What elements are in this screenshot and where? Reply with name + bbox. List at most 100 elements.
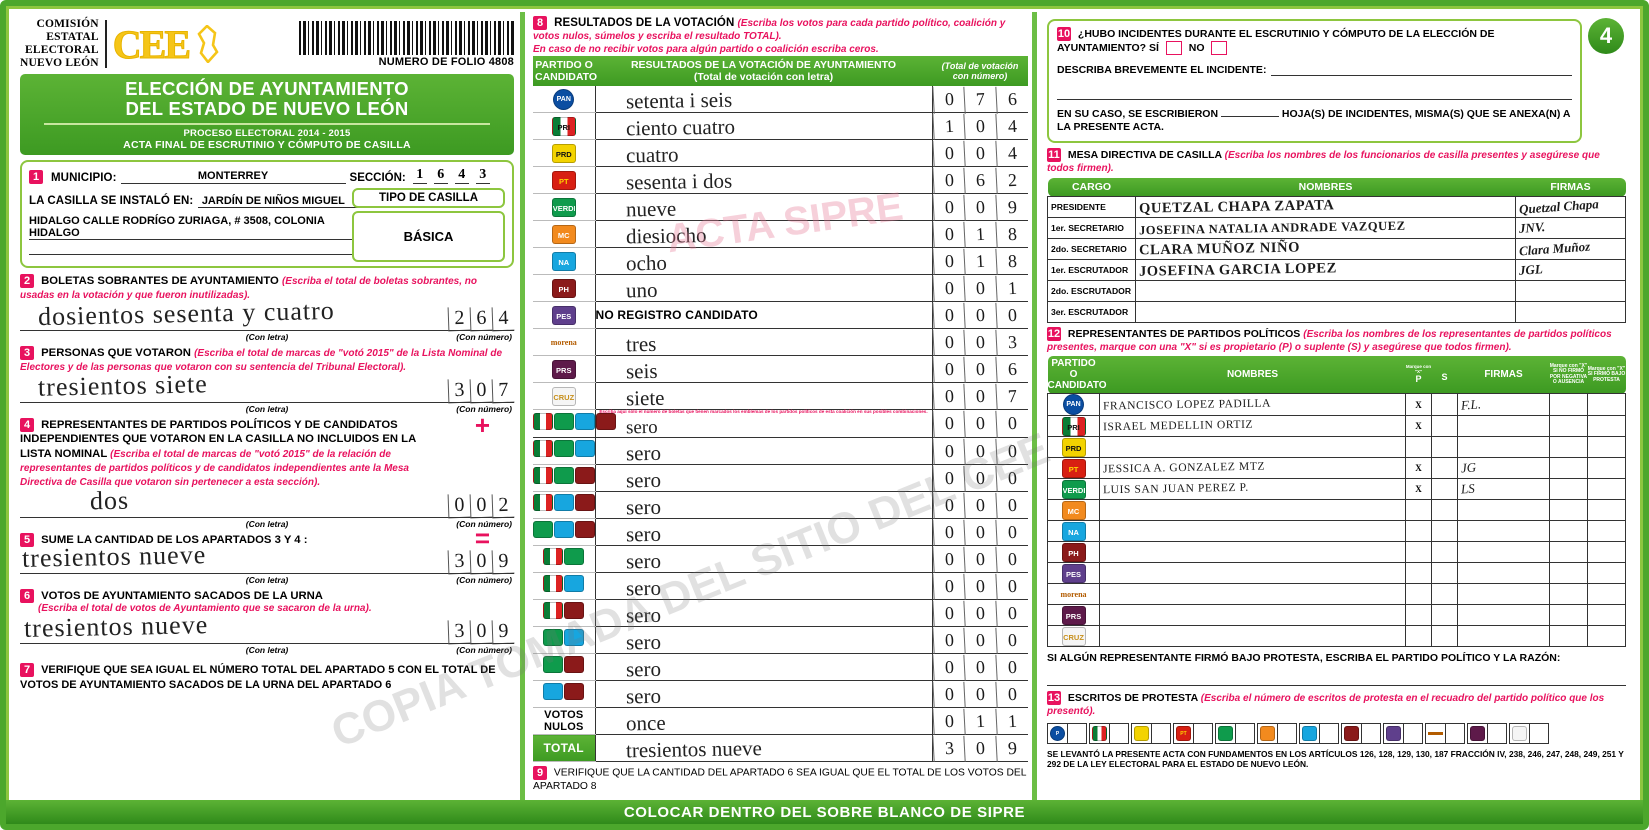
protest-count-input[interactable] [1109,724,1128,744]
bajo-protesta-cell[interactable] [1587,583,1626,606]
digit[interactable]: 0 [931,707,965,735]
table-row[interactable]: PRESIDENTE QUETZAL CHAPA ZAPATA Quetzal Ch… [1047,196,1626,219]
digit-cell[interactable]: 0 [469,549,493,575]
s-mark[interactable] [1431,541,1458,564]
digit[interactable]: 0 [931,193,965,222]
digit[interactable]: 9 [995,193,1029,222]
section-3-answer[interactable]: tresientos siete (Con letra) 3 0 7 (Con … [20,370,515,414]
nombre-cell[interactable] [1135,280,1516,303]
digit[interactable]: 0 [995,518,1029,546]
digit-cell[interactable]: 0 [469,378,493,404]
nombre-cell[interactable]: LUIS SAN JUAN PEREZ P. [1099,478,1406,501]
letters-cell[interactable]: sero [595,464,933,493]
digit[interactable]: 0 [963,382,997,411]
nombre-cell[interactable]: ISRAEL MEDELLIN ORTIZ [1099,415,1406,438]
digit-cell[interactable]: 0 [447,493,471,519]
digit[interactable]: 6 [995,355,1029,384]
bajo-protesta-cell[interactable] [1587,604,1626,627]
digit[interactable]: 0 [963,409,997,438]
hojas-count-input[interactable] [1220,116,1279,117]
municipio-value[interactable]: MONTERREY [120,170,346,184]
digit[interactable]: 0 [931,626,965,654]
digit[interactable]: 0 [963,680,997,708]
firma-cell[interactable]: JNV. [1515,217,1626,240]
letters-cell[interactable]: diesiocho [595,220,933,249]
table-row[interactable]: 2do. ESCRUTADOR [1047,280,1626,303]
digit[interactable]: 4 [995,139,1029,168]
digit-cell[interactable]: 3 [447,378,471,404]
firma-cell[interactable] [1457,499,1550,522]
digit[interactable]: 0 [931,653,965,681]
firma-cell[interactable]: LS [1457,478,1550,501]
digit[interactable]: 0 [963,139,997,168]
protest-box-pan[interactable]: P [1047,723,1087,745]
p-mark[interactable]: X [1405,478,1432,501]
section-4-digits[interactable]: 0 0 2 [447,493,515,519]
digit[interactable]: 0 [963,112,997,141]
table-row[interactable]: VERDE nueve 009 [533,193,1029,222]
digit[interactable]: 0 [931,545,965,573]
votes-letters[interactable]: tresientos nueve [625,735,762,762]
letters-cell[interactable]: sero [595,491,933,520]
no-firmo-cell[interactable] [1549,457,1588,480]
digit-cell[interactable]: 9 [491,619,515,645]
firma-cell[interactable] [1457,541,1550,564]
firma-cell[interactable] [1457,520,1550,543]
digit[interactable]: 0 [995,626,1029,654]
digit[interactable]: 0 [931,572,965,600]
table-row[interactable]: PRS [1047,604,1626,627]
digit[interactable]: 0 [963,518,997,546]
digit[interactable]: 0 [963,274,997,303]
digit-cell[interactable]: 0 [469,619,493,645]
no-firmo-cell[interactable] [1549,541,1588,564]
nombre-cell[interactable] [1099,583,1406,606]
votes-letters[interactable]: sero [625,548,661,573]
protest-count-input[interactable] [1445,724,1464,744]
nombre-value[interactable]: ISRAEL MEDELLIN ORTIZ [1102,418,1254,434]
table-row[interactable]: 1er. SECRETARIO JOSEFINA NATALIA ANDRADE … [1047,217,1626,240]
digit[interactable]: 0 [931,247,965,276]
firma-cell[interactable] [1457,604,1550,627]
digit[interactable]: 0 [931,491,965,519]
firma-cell[interactable] [1515,301,1626,324]
digit[interactable]: 0 [995,599,1029,627]
digit-cell[interactable]: 9 [491,549,515,575]
p-mark[interactable] [1405,583,1432,606]
table-row[interactable]: PRI ISRAEL MEDELLIN ORTIZ X [1047,415,1626,438]
nombre-value[interactable]: JOSEFINA GARCIA LOPEZ [1138,260,1338,280]
protest-count-input[interactable] [1151,724,1170,744]
digit[interactable]: 1 [963,707,997,735]
letters-cell[interactable]: tres [595,328,933,357]
no-firmo-cell[interactable] [1549,562,1588,585]
bajo-protesta-cell[interactable] [1587,457,1626,480]
votes-letters[interactable]: sero [625,467,661,492]
digit[interactable]: 9 [995,734,1029,762]
protest-count-input[interactable] [1487,724,1506,744]
section-5-letters[interactable]: tresientos nueve [21,540,207,573]
bajo-protesta-cell[interactable] [1587,541,1626,564]
seccion-digit[interactable]: 1 [412,167,427,184]
nombre-value[interactable]: CLARA MUÑOZ NIÑO [1138,239,1301,259]
protest-count-input[interactable] [1067,724,1086,744]
s-mark[interactable] [1431,436,1458,459]
p-mark[interactable] [1405,541,1432,564]
seccion-digit[interactable]: 4 [454,167,469,184]
votes-letters[interactable]: sero [625,416,658,439]
s-mark[interactable] [1431,562,1458,585]
nombre-cell[interactable]: JESSICA A. GONZALEZ MTZ [1099,457,1406,480]
firma-cell[interactable]: F.L. [1457,393,1550,417]
p-mark[interactable] [1405,625,1432,648]
letters-cell[interactable]: tresientos nueve [595,734,933,763]
